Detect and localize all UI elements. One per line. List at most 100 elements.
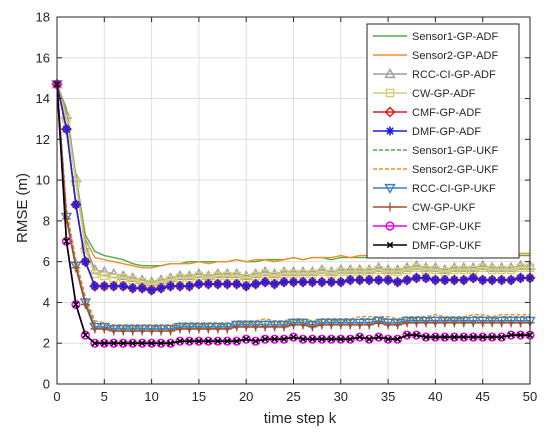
data-point	[411, 273, 421, 283]
y-tick-label: 12	[36, 132, 50, 147]
legend-label: RCC-CI-GP-ADF	[412, 69, 496, 81]
data-point	[79, 298, 92, 309]
legend-label: Sensor1-GP-ADF	[412, 31, 498, 43]
data-point	[505, 261, 517, 272]
data-point	[402, 265, 412, 275]
data-point	[459, 265, 469, 275]
data-point	[317, 320, 327, 330]
data-point	[413, 331, 420, 339]
data-point	[410, 316, 423, 327]
data-point	[212, 267, 224, 278]
data-point	[486, 261, 498, 272]
data-point	[384, 335, 392, 343]
data-point	[374, 332, 384, 342]
data-point	[401, 261, 413, 272]
data-point	[459, 318, 469, 328]
data-point	[90, 281, 100, 291]
data-point	[441, 333, 449, 341]
data-point	[326, 320, 336, 330]
data-point	[99, 281, 109, 291]
data-point	[251, 279, 261, 289]
data-point	[448, 316, 461, 327]
data-point	[495, 261, 508, 272]
data-point	[335, 263, 347, 274]
data-point	[420, 261, 432, 272]
data-point	[81, 245, 90, 254]
y-tick-label: 8	[43, 213, 50, 228]
data-point	[231, 267, 243, 278]
data-point	[109, 326, 119, 336]
data-point	[261, 335, 269, 343]
data-point	[110, 339, 117, 347]
legend-entry: CW-GP-UKF	[373, 202, 476, 214]
data-point	[363, 318, 375, 329]
x-tick-label: 45	[475, 389, 489, 404]
data-point	[136, 324, 148, 335]
data-point	[288, 332, 299, 342]
data-point	[382, 318, 394, 329]
data-point	[80, 257, 90, 267]
x-tick-label: 50	[523, 389, 537, 404]
data-point	[506, 275, 516, 285]
data-point	[205, 337, 212, 345]
data-point	[354, 318, 366, 329]
data-point	[514, 259, 527, 270]
data-point	[430, 275, 440, 285]
data-point	[271, 335, 278, 343]
data-point	[307, 322, 317, 332]
data-point	[449, 275, 459, 285]
data-point	[372, 316, 385, 327]
data-point	[487, 318, 497, 328]
data-point	[241, 334, 251, 344]
data-point	[421, 273, 431, 283]
data-point	[222, 279, 232, 289]
data-point	[147, 326, 157, 336]
data-point	[384, 106, 396, 118]
data-point	[488, 333, 496, 341]
data-point	[278, 265, 290, 276]
data-point	[439, 316, 451, 327]
legend-box	[366, 23, 520, 259]
data-point	[460, 333, 468, 341]
legend-label: CW-GP-ADF	[412, 88, 476, 100]
data-point	[328, 335, 335, 343]
data-point	[166, 281, 176, 291]
data-point	[80, 299, 90, 309]
data-point	[355, 320, 365, 330]
data-point	[363, 263, 375, 274]
data-point	[287, 318, 300, 329]
data-point	[148, 339, 155, 347]
data-point	[174, 322, 186, 333]
data-point	[63, 238, 70, 245]
data-point	[240, 320, 252, 331]
series-layer	[51, 78, 536, 348]
legend-label: Sensor1-GP-UKF	[412, 145, 498, 157]
data-point	[164, 324, 177, 335]
data-point	[375, 333, 382, 341]
y-tick-label: 16	[36, 50, 50, 65]
data-point	[62, 114, 71, 124]
data-point	[90, 324, 100, 334]
series-dmf-gp-ukf	[53, 81, 534, 347]
data-point	[252, 337, 259, 345]
legend-label: CMF-GP-ADF	[412, 107, 481, 119]
data-point	[242, 335, 250, 343]
y-tick-label: 18	[36, 10, 50, 25]
data-point	[506, 318, 516, 328]
data-point	[487, 265, 497, 275]
data-point	[431, 265, 440, 275]
legend-entry: Sensor2-GP-UKF	[373, 164, 498, 176]
data-point	[306, 320, 319, 331]
data-point	[344, 318, 356, 329]
data-point	[80, 330, 90, 340]
data-point	[279, 322, 289, 332]
data-point	[429, 316, 442, 327]
x-tick-label: 40	[428, 389, 442, 404]
data-point	[213, 324, 223, 334]
legend-entry: CMF-GP-UKF	[373, 221, 481, 233]
data-point	[147, 285, 157, 295]
data-point	[61, 124, 71, 134]
data-point	[241, 322, 251, 332]
data-point	[193, 267, 205, 278]
